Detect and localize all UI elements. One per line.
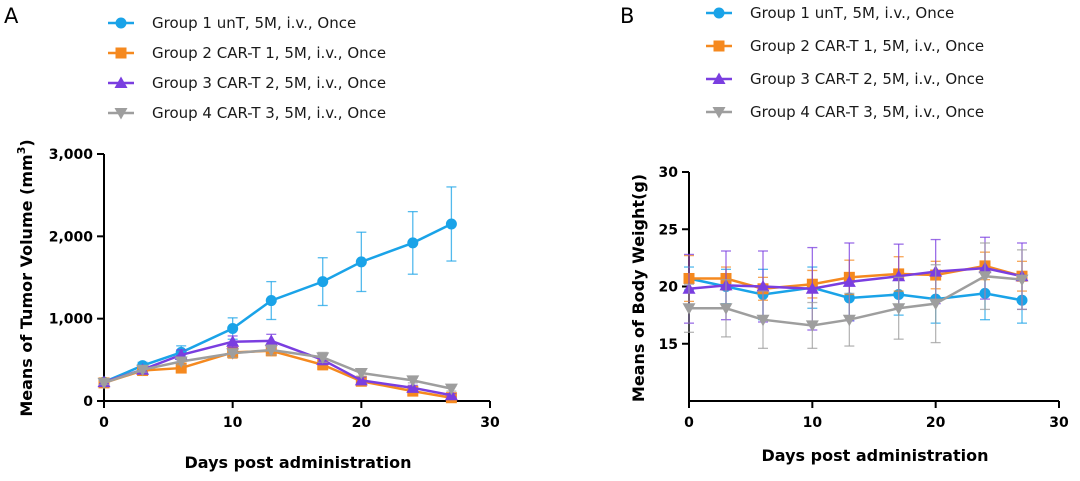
legend-label: Group 4 CAR-T 3, 5M, i.v., Once	[152, 104, 386, 122]
x-tick-label: 0	[684, 415, 694, 431]
data-point	[174, 356, 188, 368]
panel-letter-b: B	[620, 4, 634, 28]
legend-entry-3: Group 3 CAR-T 2, 5M, i.v., Once	[706, 70, 984, 88]
data-point	[407, 237, 419, 249]
panel-a-tumor-volume-chart: A Group 1 unT, 5M, i.v., Once Group 2 CAR…	[4, 4, 500, 472]
series-line	[103, 222, 452, 384]
data-point	[444, 383, 458, 396]
data-point	[175, 362, 187, 374]
y-tick-label: 3,000	[49, 147, 94, 163]
data-point	[892, 269, 906, 282]
x-tick-label: 20	[352, 415, 372, 431]
legend-entry-2: Group 2 CAR-T 1, 5M, i.v., Once	[108, 44, 386, 62]
legend-label: Group 1 unT, 5M, i.v., Once	[750, 4, 954, 22]
legend-label: Group 2 CAR-T 1, 5M, i.v., Once	[152, 44, 386, 62]
legend-marker	[712, 72, 726, 84]
legend-label: Group 3 CAR-T 2, 5M, i.v., Once	[750, 70, 984, 88]
data-point	[227, 323, 239, 335]
legend-marker	[114, 76, 128, 88]
x-tick-label: 30	[1049, 415, 1069, 431]
y-axis-title-a-superscript: 3	[15, 147, 28, 155]
series-4	[682, 242, 1029, 349]
legend-entry-1: Group 1 unT, 5M, i.v., Once	[108, 14, 356, 32]
data-point	[317, 276, 329, 288]
data-point	[929, 298, 943, 311]
data-point	[136, 364, 150, 377]
data-point	[805, 282, 819, 294]
data-point	[264, 344, 278, 357]
legend-label: Group 2 CAR-T 1, 5M, i.v., Once	[750, 37, 984, 55]
y-tick-label: 30	[659, 165, 679, 181]
legend-b: Group 1 unT, 5M, i.v., Once Group 2 CAR-T…	[706, 4, 984, 121]
data-point	[1015, 274, 1029, 287]
legend-label: Group 4 CAR-T 3, 5M, i.v., Once	[750, 103, 984, 121]
data-point	[682, 303, 696, 315]
data-point	[355, 256, 367, 268]
y-tick-label: 1,000	[49, 312, 94, 328]
legend-marker	[712, 107, 726, 119]
series-line	[103, 349, 452, 399]
y-axis-title-b: Means of Body Weight(g)	[629, 174, 648, 402]
series-3	[682, 236, 1029, 331]
data-point	[354, 373, 368, 386]
data-point	[842, 314, 856, 327]
data-point	[406, 375, 420, 387]
data-point	[316, 352, 330, 364]
legend-entry-1: Group 1 unT, 5M, i.v., Once	[706, 4, 954, 22]
panel-letter-a: A	[4, 4, 19, 28]
legend-entry-4: Group 4 CAR-T 3, 5M, i.v., Once	[108, 104, 386, 122]
data-point	[226, 335, 240, 347]
legend-marker	[115, 47, 127, 59]
data-point	[892, 303, 906, 315]
legend-entry-3: Group 3 CAR-T 2, 5M, i.v., Once	[108, 74, 386, 92]
data-point	[756, 280, 770, 292]
data-point	[719, 303, 733, 315]
data-point	[354, 368, 368, 380]
y-tick-label: 25	[659, 222, 678, 238]
y-tick-label: 15	[659, 337, 678, 353]
series-2	[98, 345, 457, 404]
legend-label: Group 3 CAR-T 2, 5M, i.v., Once	[152, 74, 386, 92]
data-point	[406, 381, 420, 393]
legend-a: Group 1 unT, 5M, i.v., Once Group 2 CAR-T…	[108, 14, 386, 122]
x-tick-label: 10	[223, 415, 243, 431]
y-tick-label: 2,000	[49, 229, 94, 245]
legend-entry-4: Group 4 CAR-T 3, 5M, i.v., Once	[706, 103, 984, 121]
data-point	[756, 314, 770, 327]
x-axis-title-a: Days post administration	[185, 453, 412, 472]
series-4	[97, 344, 458, 396]
panel-b-body-weight-chart: B Group 1 unT, 5M, i.v., Once Group 2 CAR…	[620, 4, 1069, 465]
y-tick-label: 20	[659, 280, 679, 296]
legend-marker	[713, 7, 725, 19]
data-point	[265, 295, 277, 307]
y-tick-label: 0	[83, 394, 93, 410]
legend-entry-2: Group 2 CAR-T 1, 5M, i.v., Once	[706, 37, 984, 55]
legend-label: Group 1 unT, 5M, i.v., Once	[152, 14, 356, 32]
data-point	[226, 348, 240, 360]
data-point	[842, 275, 856, 287]
x-axis-title-b: Days post administration	[762, 446, 989, 465]
y-axis-title-a-close: )	[17, 139, 36, 146]
data-point	[445, 218, 457, 230]
data-point	[97, 377, 111, 390]
x-tick-label: 0	[99, 415, 109, 431]
data-point	[264, 334, 278, 346]
x-tick-label: 20	[926, 415, 946, 431]
legend-marker	[115, 17, 127, 29]
x-tick-label: 30	[480, 415, 500, 431]
series-line	[688, 266, 1023, 291]
data-point	[805, 320, 819, 332]
series-line	[689, 274, 1023, 327]
data-point	[978, 271, 992, 283]
y-axis-title-a-text: Means of Tumor Volume (mm	[17, 154, 36, 416]
plot-area-a: 0 10 20 30 0 1,000 2,000 3,000	[49, 147, 500, 431]
series-1	[98, 186, 457, 388]
legend-marker	[713, 40, 725, 52]
legend-marker	[114, 108, 128, 120]
x-tick-label: 10	[803, 415, 823, 431]
y-axis-title-a: Means of Tumor Volume (mm3)	[15, 139, 36, 416]
plot-area-b: 0 10 20 30 15 20 25 30	[659, 165, 1069, 431]
